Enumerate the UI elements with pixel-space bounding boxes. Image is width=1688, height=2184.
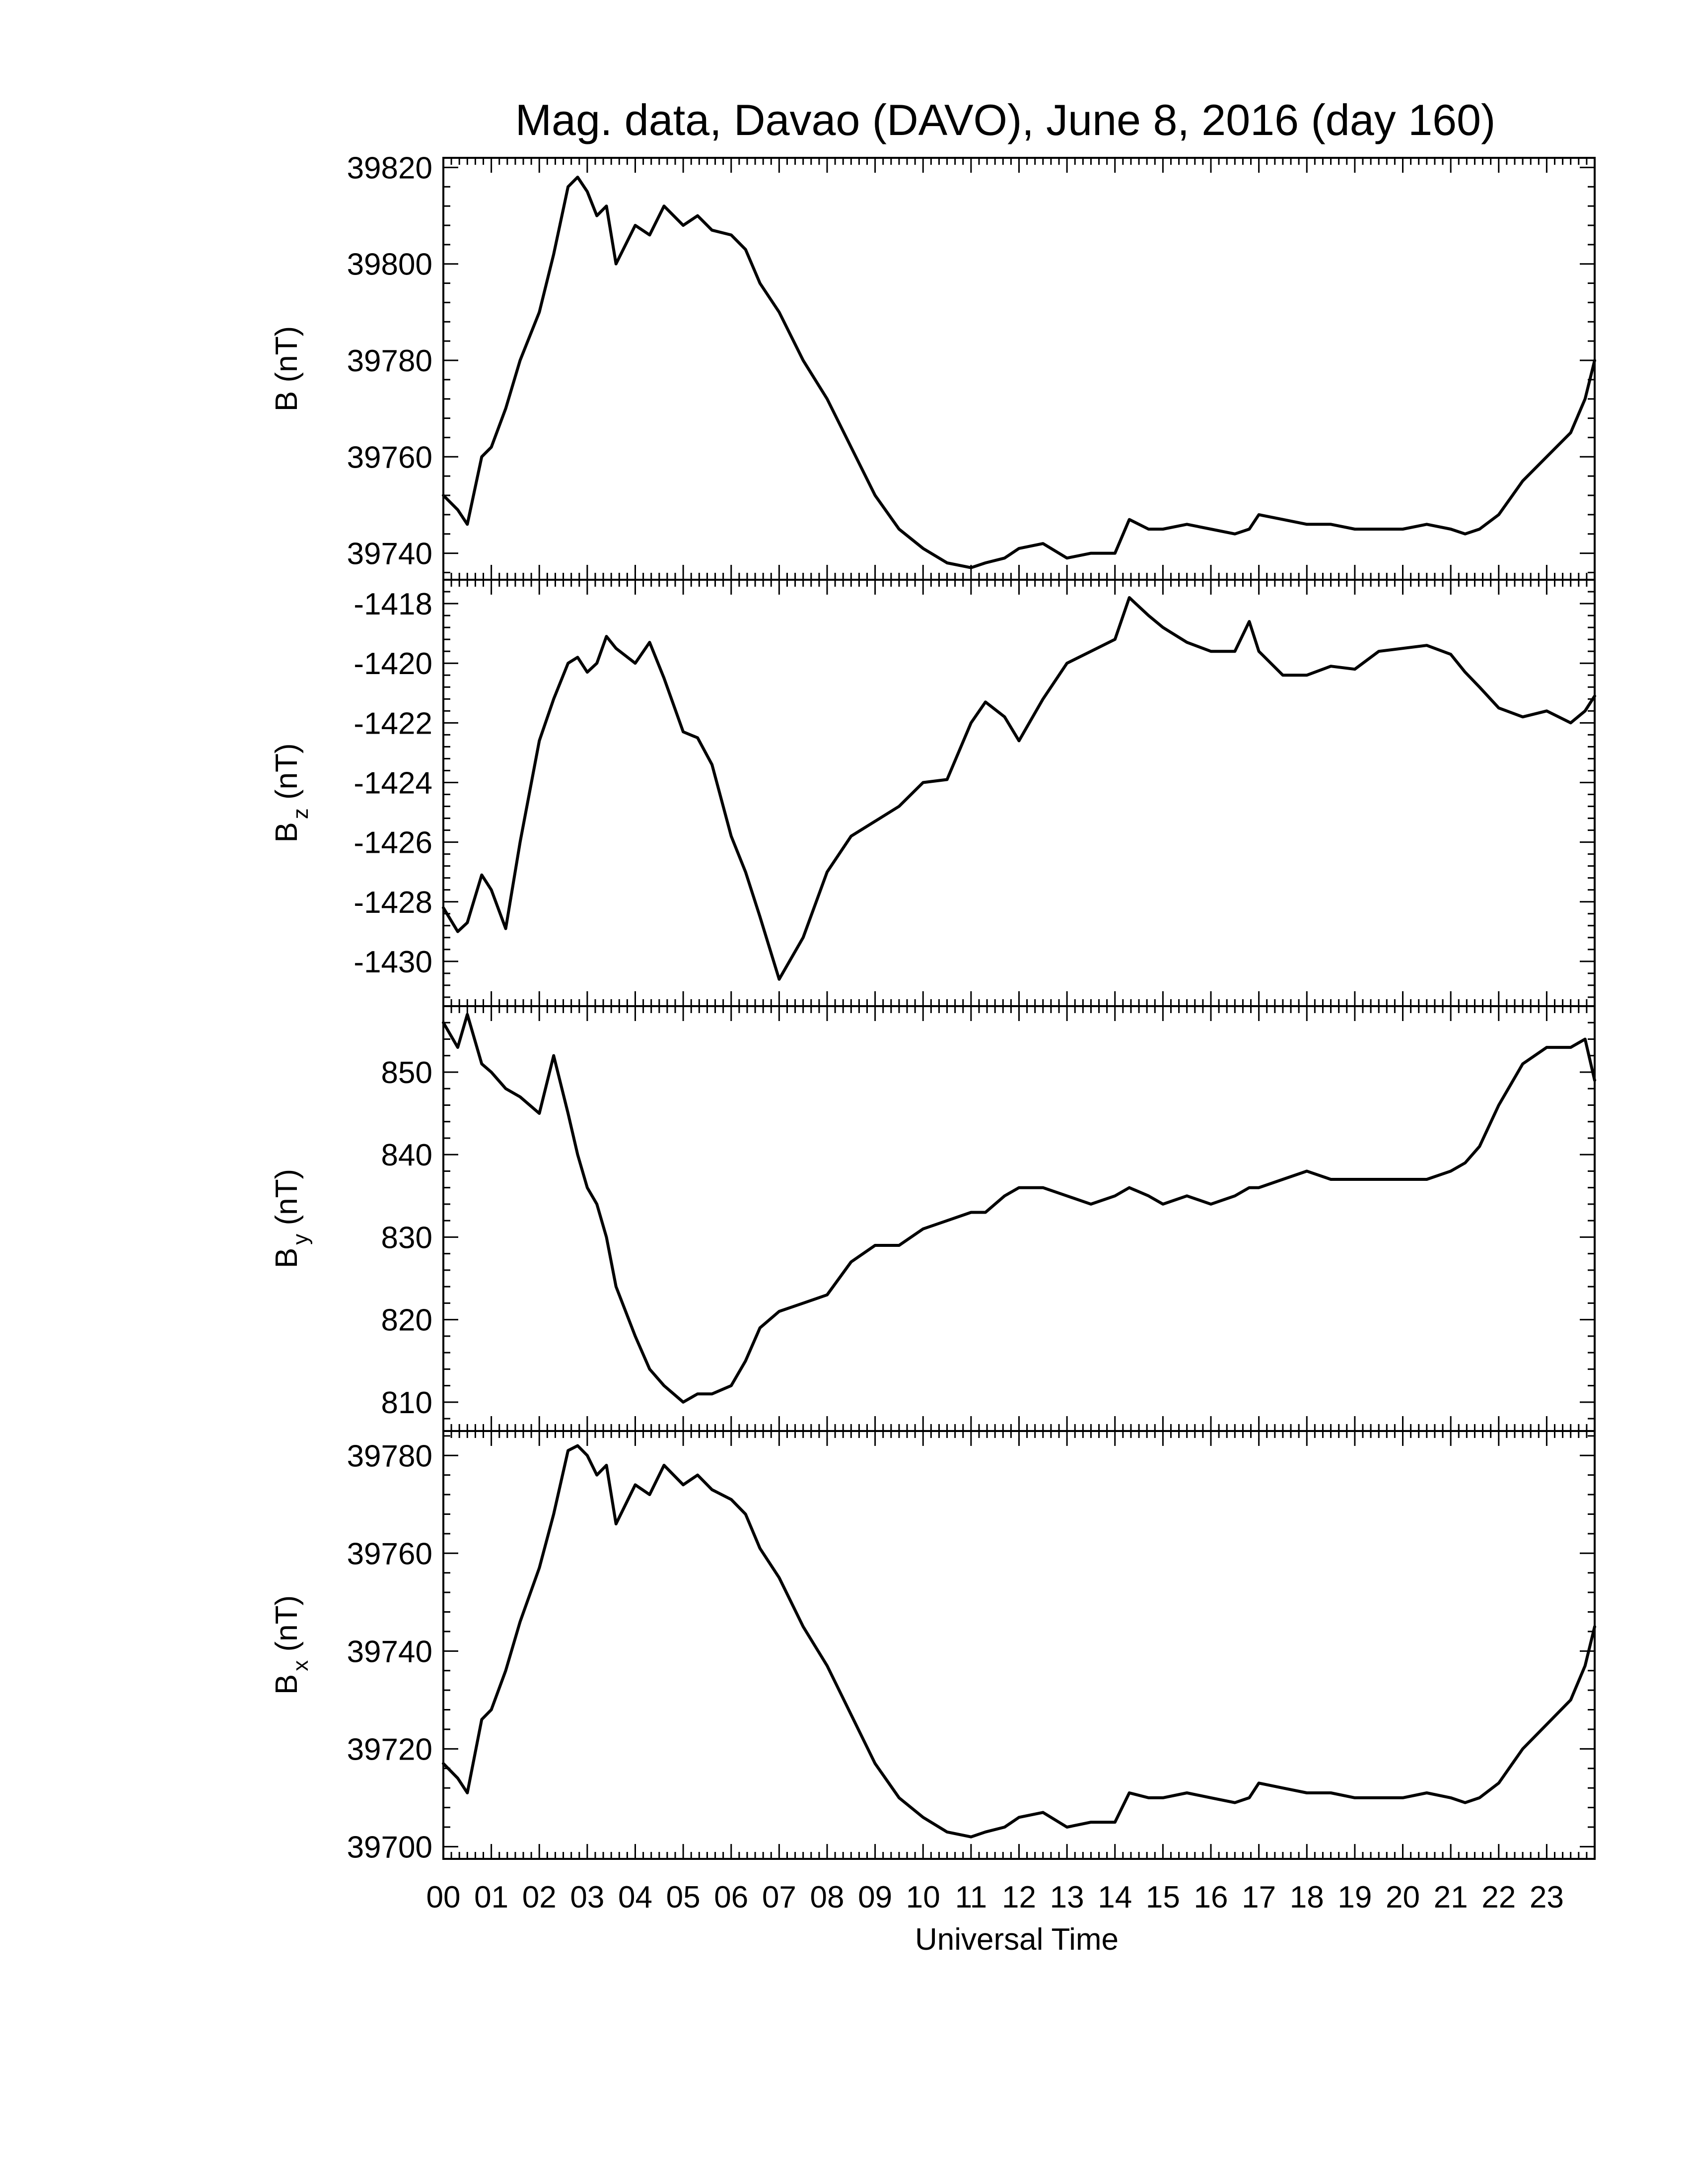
y-tick-label: -1418 xyxy=(353,587,432,621)
x-minor-ticks xyxy=(442,1431,1596,1859)
x-tick-label: 17 xyxy=(1242,1880,1276,1914)
x-tick-label: 10 xyxy=(906,1880,940,1914)
y-tick-label: -1426 xyxy=(353,826,432,860)
x-tick-label: 20 xyxy=(1386,1880,1420,1914)
x-tick-label: 14 xyxy=(1098,1880,1132,1914)
x-tick-label: 01 xyxy=(474,1880,508,1914)
y-tick-label: 39760 xyxy=(347,440,432,475)
x-tick-label: 02 xyxy=(522,1880,557,1914)
b-total-panel: 39740 39760 39780 39800 39820 B (nT) xyxy=(270,151,1596,581)
x-tick-label: 23 xyxy=(1530,1880,1564,1914)
y-tick-label: 850 xyxy=(381,1056,432,1090)
y-axis-label: Bx (nT) xyxy=(270,1595,313,1695)
y-tick-label: -1420 xyxy=(353,647,432,681)
y-tick-label: 39780 xyxy=(347,344,432,378)
x-tick-label: 11 xyxy=(955,1880,987,1914)
x-tick-label: 05 xyxy=(666,1880,701,1914)
x-tick-label: 13 xyxy=(1050,1880,1084,1914)
x-tick-label: 15 xyxy=(1146,1880,1180,1914)
x-axis-label: Universal Time xyxy=(915,1922,1119,1957)
x-tick-label: 21 xyxy=(1434,1880,1468,1914)
y-tick-label: -1428 xyxy=(353,886,432,920)
y-tick-label: 39760 xyxy=(347,1537,432,1571)
y-tick-label: -1430 xyxy=(353,945,432,979)
x-tick-label: 03 xyxy=(570,1880,604,1914)
x-tick-label: 00 xyxy=(426,1880,461,1914)
x-minor-ticks xyxy=(442,158,1596,580)
y-tick-label: 39780 xyxy=(347,1439,432,1473)
y-tick-label: 39720 xyxy=(347,1732,432,1767)
y-tick-label: 820 xyxy=(381,1303,432,1338)
y-tick-label: 39820 xyxy=(347,151,432,185)
y-tick-label: -1424 xyxy=(353,766,432,800)
y-tick-label: 840 xyxy=(381,1138,432,1172)
y-tick-label: 39800 xyxy=(347,248,432,282)
x-minor-ticks xyxy=(442,1006,1596,1431)
y-tick-label: 810 xyxy=(381,1386,432,1420)
bz-panel: -1430 -1428 -1426 -1424 -1422 -1420 -1418 Bz (n… xyxy=(270,579,1596,1007)
x-tick-label: 08 xyxy=(810,1880,844,1914)
y-tick-label: 39740 xyxy=(347,1635,432,1669)
x-tick-label: 19 xyxy=(1337,1880,1372,1914)
y-ticks xyxy=(443,1005,1595,1420)
chart-title: Mag. data, Davao (DAVO), June 8, 2016 (d… xyxy=(515,95,1496,144)
y-tick-label: 830 xyxy=(381,1221,432,1255)
series-line xyxy=(442,1444,1596,1839)
y-tick-label: 39700 xyxy=(347,1830,432,1864)
x-tick-label: 16 xyxy=(1194,1880,1228,1914)
panels-group: 39740 39760 39780 39800 39820 B (nT) -1430 -142… xyxy=(270,151,1596,1864)
x-tick-label: 12 xyxy=(1002,1880,1036,1914)
bx-panel: 39700 39720 39740 39760 39780 Bx (nT) xyxy=(270,1430,1596,1864)
y-axis-label: Bz (nT) xyxy=(270,743,313,842)
x-tick-label: 06 xyxy=(714,1880,748,1914)
series-line xyxy=(442,596,1596,981)
y-axis-label: By (nT) xyxy=(270,1169,313,1268)
x-minor-ticks xyxy=(442,580,1596,1006)
y-axis-label: B (nT) xyxy=(270,326,304,411)
y-ticks xyxy=(443,1435,1595,1847)
series-line xyxy=(442,1013,1596,1404)
y-tick-label: -1422 xyxy=(353,706,432,741)
x-tick-label: 18 xyxy=(1290,1880,1324,1914)
y-tick-label: 39740 xyxy=(347,537,432,571)
y-ticks xyxy=(443,166,1595,573)
series-line xyxy=(442,175,1596,569)
x-tick-label: 22 xyxy=(1481,1880,1516,1914)
by-panel: 810 820 830 840 850 By (nT) xyxy=(270,1005,1596,1432)
x-axis: 00 01 02 03 04 05 06 07 08 09 10 11 12 13 14 15 16 17 18 19… xyxy=(426,1880,1564,1914)
x-tick-label: 04 xyxy=(618,1880,652,1914)
x-tick-label: 09 xyxy=(858,1880,892,1914)
x-tick-label: 07 xyxy=(762,1880,796,1914)
